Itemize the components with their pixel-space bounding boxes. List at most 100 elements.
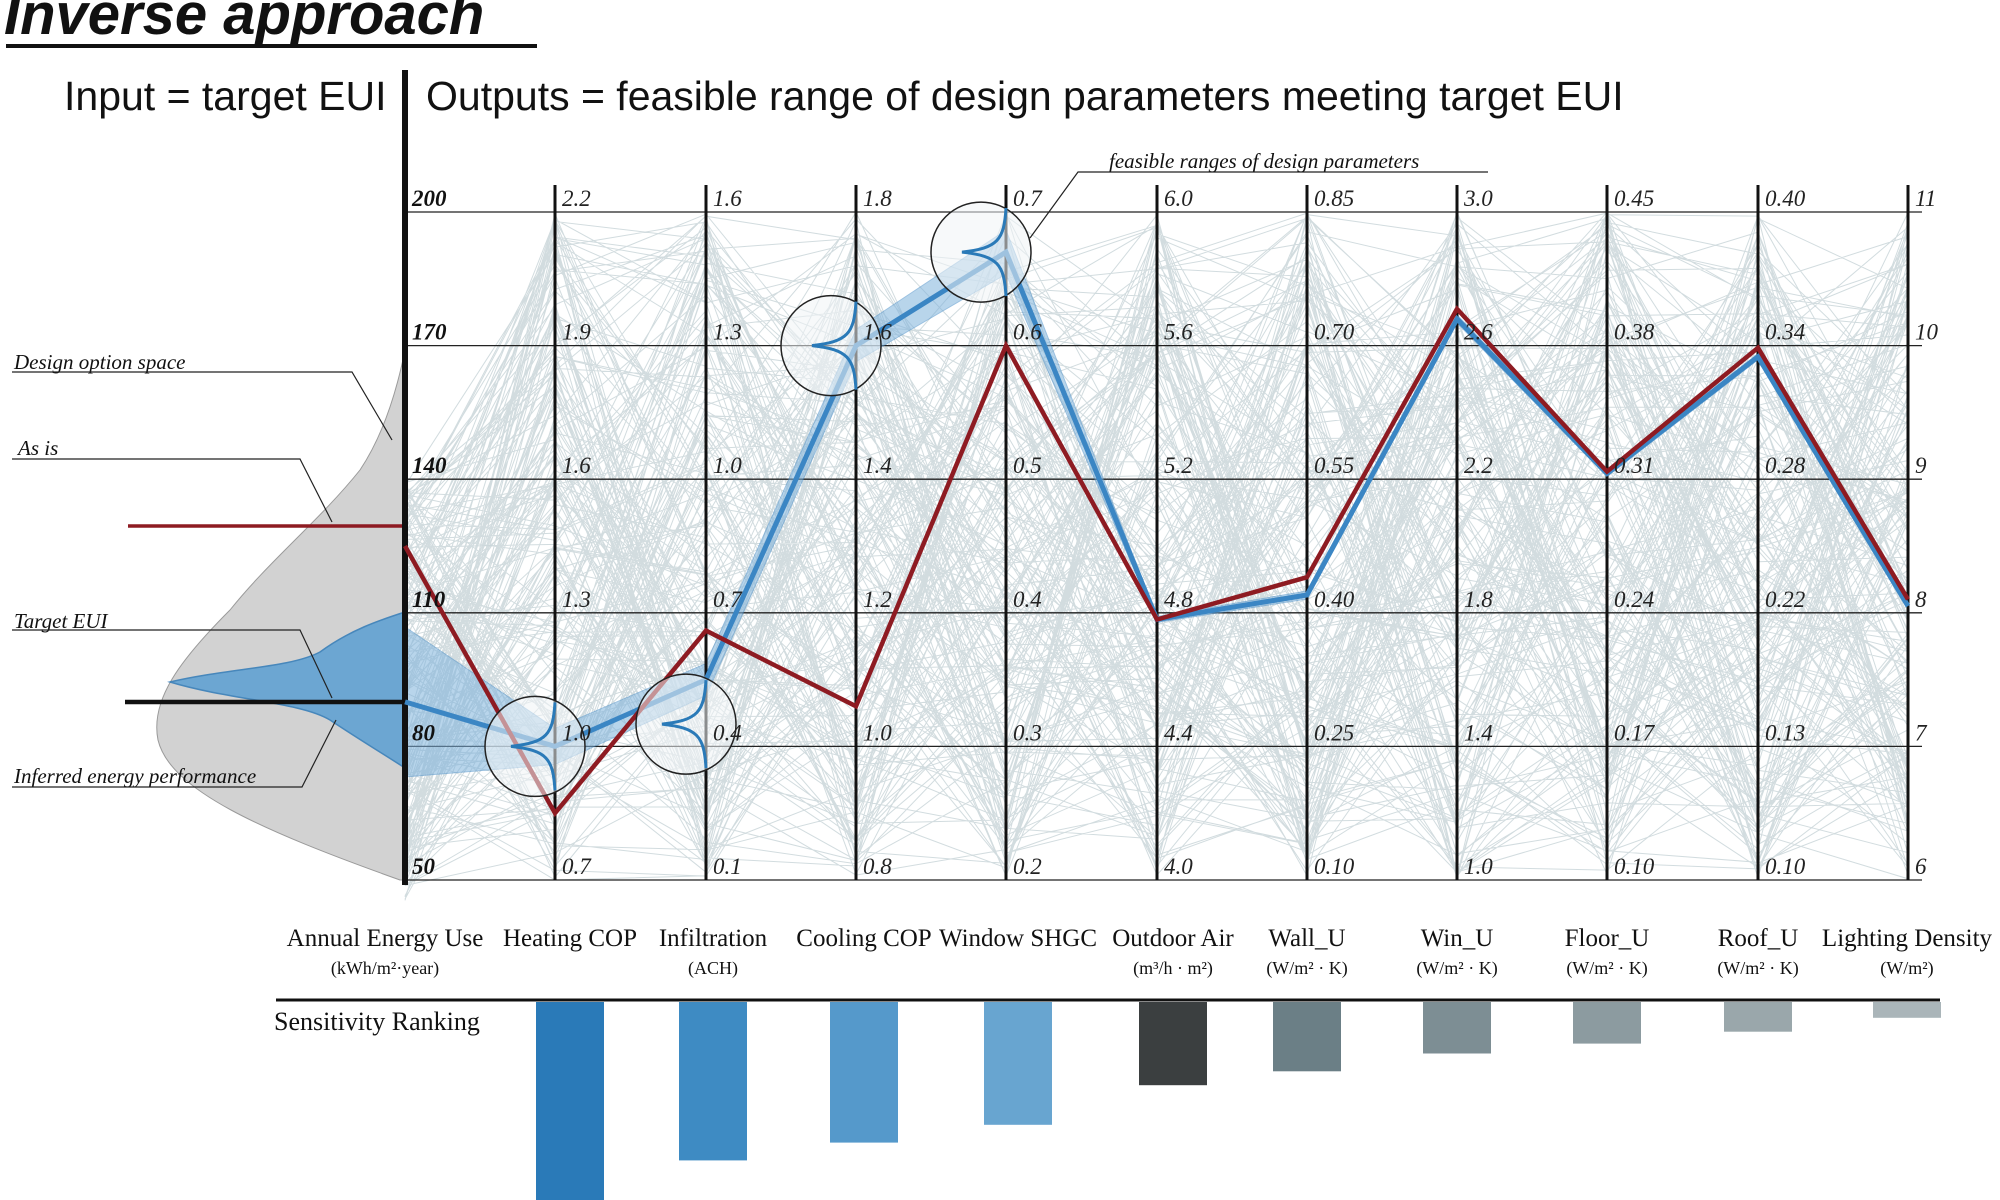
sensitivity-bar — [1724, 1002, 1792, 1032]
tick-label: 6 — [1915, 854, 1927, 879]
tick-label: 5.2 — [1164, 453, 1193, 478]
tick-label: 4.0 — [1164, 854, 1193, 879]
axis-label: Heating COP — [503, 925, 637, 952]
leader-line — [12, 458, 333, 523]
inferred-performance-shape — [167, 610, 406, 770]
tick-label: 0.25 — [1314, 720, 1354, 745]
sensitivity-bar — [1873, 1002, 1941, 1018]
tick-label: 0.13 — [1765, 720, 1805, 745]
tick-label: 1.4 — [1464, 720, 1493, 745]
feasible-range-circle — [484, 695, 586, 798]
tick-label: 10 — [1915, 320, 1939, 345]
axis-unit: (W/m² · K) — [1416, 958, 1497, 979]
axis-unit: (W/m² · K) — [1266, 958, 1347, 979]
tick-label: 170 — [412, 320, 447, 345]
feasible-range-markers — [484, 201, 1032, 798]
tick-label: 4.4 — [1164, 720, 1193, 745]
tick-label: 1.3 — [713, 320, 742, 345]
feasible-range-circle — [780, 294, 882, 397]
tick-label: 0.5 — [1013, 453, 1042, 478]
tick-label: 0.38 — [1614, 320, 1655, 345]
tick-label: 0.7 — [1013, 186, 1043, 211]
tick-label: 8 — [1915, 587, 1927, 612]
tick-label: 6.0 — [1164, 186, 1193, 211]
leader-line — [12, 629, 333, 699]
tick-label: 0.7 — [562, 854, 592, 879]
tick-label: 110 — [412, 587, 446, 612]
tick-label: 2.6 — [1464, 320, 1493, 345]
axis-label: Outdoor Air — [1112, 925, 1234, 952]
tick-label: 50 — [412, 854, 436, 879]
annotation-design-option-space: Design option space — [13, 350, 185, 374]
axis-labels: Annual Energy Use (kWh/m²·year) Heating CO… — [287, 925, 1993, 979]
annotation-feasible-ranges: feasible ranges of design parameters — [1109, 149, 1419, 173]
density-curve — [661, 680, 708, 769]
feasible-range-circle — [635, 673, 737, 775]
tick-label: 0.85 — [1314, 186, 1354, 211]
leader-line — [12, 719, 337, 788]
tick-label: 1.8 — [863, 186, 892, 211]
annotation-inferred-energy-performance: Inferred energy performance — [13, 764, 256, 788]
tick-label: 1.4 — [863, 453, 892, 478]
tick-label: 1.0 — [863, 720, 892, 745]
tick-label: 9 — [1915, 453, 1927, 478]
tick-label: 0.28 — [1765, 453, 1806, 478]
tick-label: 5.6 — [1164, 320, 1193, 345]
tick-label: 1.2 — [863, 587, 892, 612]
tick-label: 0.6 — [1013, 320, 1042, 345]
design-option-space-shape — [156, 349, 406, 881]
axis-label: Win_U — [1421, 925, 1494, 952]
sensitivity-bar — [830, 1002, 898, 1143]
sensitivity-bar — [1139, 1002, 1207, 1086]
density-curve — [510, 702, 557, 791]
axis-unit: (W/m²) — [1880, 958, 1933, 979]
tick-label: 0.10 — [1614, 854, 1655, 879]
sensitivity-bar — [984, 1002, 1052, 1125]
tick-label: 0.10 — [1765, 854, 1806, 879]
sensitivity-bar — [536, 1002, 604, 1200]
density-curve — [961, 207, 1008, 297]
axis-label: Window SHGC — [939, 925, 1097, 952]
sensitivity-ranking: Sensitivity Ranking — [274, 998, 1941, 1200]
leader-line — [1029, 171, 1488, 239]
annotation-target-eui: Target EUI — [14, 609, 109, 633]
axis-unit: (m³/h · m²) — [1133, 958, 1213, 979]
annotation-as-is: As is — [16, 436, 58, 460]
axis-label: Annual Energy Use — [287, 925, 484, 952]
tick-label: 1.0 — [713, 453, 742, 478]
tick-label: 0.22 — [1765, 587, 1805, 612]
tick-label: 1.8 — [1464, 587, 1493, 612]
tick-label: 0.70 — [1314, 320, 1355, 345]
tick-label: 0.31 — [1614, 453, 1654, 478]
tick-label: 0.34 — [1765, 320, 1805, 345]
tick-label: 0.17 — [1614, 720, 1656, 745]
tick-label: 80 — [412, 720, 436, 745]
axis-label: Infiltration — [659, 925, 768, 952]
tick-label: 0.7 — [713, 587, 743, 612]
tick-label: 1.9 — [562, 320, 591, 345]
tick-label: 1.0 — [1464, 854, 1493, 879]
tick-label: 0.45 — [1614, 186, 1654, 211]
output-label: Outputs = feasible range of design param… — [426, 73, 1624, 119]
tick-label: 2.2 — [562, 186, 591, 211]
tick-label: 0.24 — [1614, 587, 1654, 612]
annotations: Design option space As is Target EUI Inferr… — [12, 149, 1488, 788]
tick-label: 0.8 — [863, 854, 892, 879]
tick-label: 11 — [1915, 186, 1936, 211]
leader-line — [12, 371, 393, 441]
tick-label: 0.4 — [1013, 587, 1042, 612]
tick-label: 1.6 — [562, 453, 591, 478]
tick-label: 0.4 — [713, 720, 742, 745]
axis-unit: (W/m² · K) — [1566, 958, 1647, 979]
tick-label: 4.8 — [1164, 587, 1193, 612]
tick-label: 1.6 — [863, 320, 892, 345]
sensitivity-bar — [1573, 1002, 1641, 1044]
axis-label: Roof_U — [1718, 925, 1799, 952]
tick-label: 0.40 — [1765, 186, 1806, 211]
tick-label: 1.3 — [562, 587, 591, 612]
axis-unit: (ACH) — [688, 958, 738, 979]
tick-label: 200 — [411, 186, 447, 211]
tick-label: 2.2 — [1464, 453, 1493, 478]
sensitivity-bar — [1423, 1002, 1491, 1054]
tick-label: 0.1 — [713, 854, 742, 879]
